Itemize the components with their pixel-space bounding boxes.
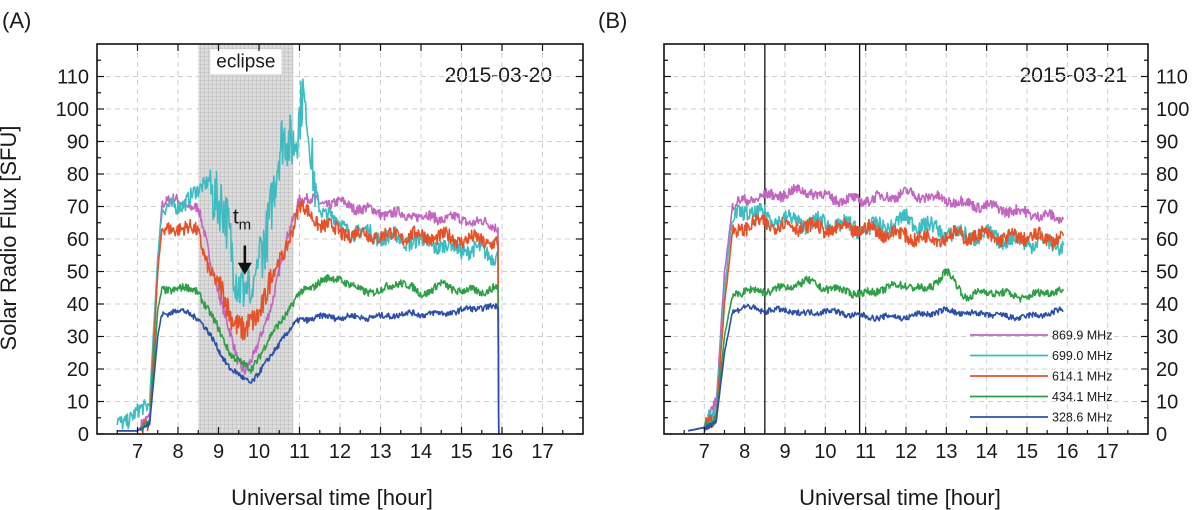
series-line-699-0-MHz	[116, 78, 500, 434]
tm-marker-label: tm	[233, 206, 251, 234]
legend: 869.9 MHz 699.0 MHz 614.1 MHz 434.1 MHz 328.…	[970, 329, 1112, 425]
panel-b: (B) Universal time [hour] 2015-03-21 7 8 9…	[598, 8, 1189, 510]
plot-area-0: eclipse tm 7 8 9 10 11 12 13 14 15 16 17 0 10 20 30 40 50 6…	[56, 43, 584, 463]
x-tick-label: 10	[248, 441, 270, 463]
x-tick-label: 16	[1056, 441, 1078, 463]
y-tick-label: 30	[67, 327, 89, 349]
x-tick-label: 17	[531, 441, 553, 463]
y-tick-label: 50	[1156, 262, 1178, 284]
x-tick-label: 7	[132, 441, 143, 463]
panel-label-b: (B)	[598, 8, 627, 33]
x-tick-label: 16	[491, 441, 513, 463]
x-tick-label: 8	[172, 441, 183, 463]
series-line-869-9-MHz	[117, 192, 500, 434]
series-line-328-6-MHz	[687, 303, 1064, 432]
eclipse-shaded-region	[198, 44, 294, 434]
x-tick-label: 12	[329, 441, 351, 463]
legend-entry: 869.9 MHz	[1052, 329, 1112, 343]
plot-area-1: 7 8 9 10 11 12 13 14 15 16 17 0 10 20 30 40 50 60 70 80 90 10…	[663, 43, 1189, 463]
x-tick-label: 9	[779, 441, 790, 463]
x-tick-label: 14	[410, 441, 432, 463]
x-tick-label: 12	[895, 441, 917, 463]
x-tick-label: 15	[450, 441, 472, 463]
x-axis-label-b: Universal time [hour]	[799, 485, 1001, 510]
y-tick-label: 70	[67, 197, 89, 219]
x-tick-label: 11	[289, 441, 310, 463]
y-tick-label: 60	[67, 229, 89, 251]
y-tick-label: 60	[1156, 229, 1178, 251]
legend-entry: 328.6 MHz	[1052, 411, 1112, 425]
x-tick-label: 13	[369, 441, 391, 463]
legend-entry: 699.0 MHz	[1052, 349, 1112, 363]
y-tick-label: 110	[1156, 67, 1188, 89]
y-tick-label: 20	[67, 359, 89, 381]
y-tick-label: 10	[1156, 392, 1178, 414]
date-annotation-a: 2015-03-20	[445, 64, 552, 87]
legend-entry: 614.1 MHz	[1052, 370, 1112, 384]
y-tick-label: 90	[67, 132, 89, 154]
y-tick-label: 80	[1156, 164, 1178, 186]
y-tick-label: 40	[1156, 294, 1178, 316]
y-tick-label: 30	[1156, 327, 1178, 349]
x-tick-label: 8	[739, 441, 750, 463]
x-tick-label: 10	[814, 441, 836, 463]
panel-a: (A) Solar Radio Flux [SFU] Universal tim…	[0, 8, 584, 510]
eclipse-label-bg	[210, 49, 282, 75]
series-line-328-6-MHz	[117, 302, 500, 434]
x-tick-label: 11	[855, 441, 876, 463]
x-tick-label: 7	[699, 441, 710, 463]
series-line-869-9-MHz	[687, 183, 1065, 432]
y-tick-label: 100	[1156, 99, 1189, 121]
y-tick-label: 0	[78, 424, 89, 446]
y-tick-label: 10	[67, 392, 89, 414]
y-tick-label: 100	[56, 99, 89, 121]
series-line-614-1-MHz	[687, 213, 1065, 432]
y-tick-label: 90	[1156, 132, 1178, 154]
eclipse-label: eclipse	[216, 51, 275, 72]
y-tick-label: 110	[57, 67, 89, 89]
y-axis-label-a: Solar Radio Flux [SFU]	[0, 126, 21, 351]
x-tick-label: 13	[935, 441, 957, 463]
x-tick-label: 14	[976, 441, 998, 463]
y-tick-label: 0	[1156, 424, 1167, 446]
legend-entry: 434.1 MHz	[1052, 390, 1112, 404]
date-annotation-b: 2015-03-21	[1020, 64, 1127, 87]
y-tick-label: 50	[67, 262, 89, 284]
y-tick-label: 70	[1156, 197, 1178, 219]
tm-arrow-head	[237, 262, 252, 275]
y-tick-label: 40	[67, 294, 89, 316]
series-line-434-1-MHz	[687, 268, 1065, 432]
y-tick-label: 80	[67, 164, 89, 186]
y-tick-label: 20	[1156, 359, 1178, 381]
series-line-614-1-MHz	[117, 199, 500, 434]
x-axis-label-a: Universal time [hour]	[231, 485, 433, 510]
x-tick-label: 15	[1016, 441, 1038, 463]
x-tick-label: 17	[1097, 441, 1119, 463]
panel-label-a: (A)	[2, 8, 31, 33]
x-tick-label: 9	[213, 441, 224, 463]
series-line-434-1-MHz	[117, 273, 500, 434]
